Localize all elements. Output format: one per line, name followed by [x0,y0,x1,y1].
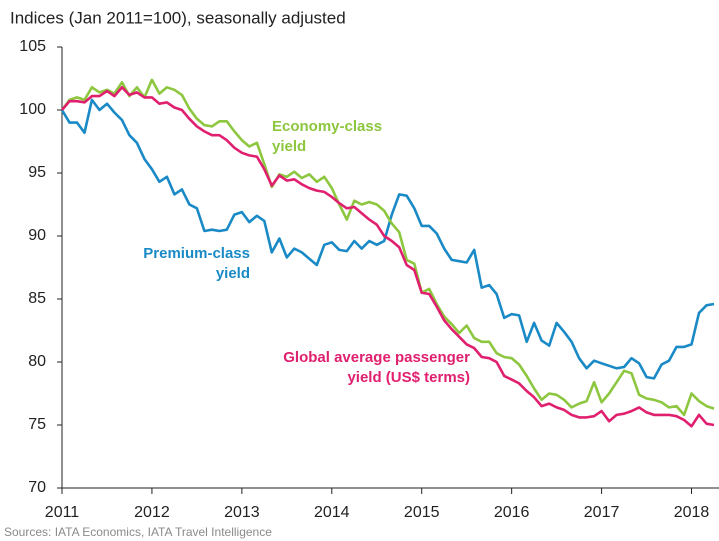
y-tick-label: 85 [28,290,46,307]
series-label: Global average passenger [283,349,470,366]
y-tick-label: 105 [19,38,46,55]
x-tick-label: 2016 [494,504,530,521]
series-label: yield [216,265,250,282]
x-tick-label: 2018 [674,504,710,521]
y-tick-label: 100 [19,101,46,118]
y-tick-label: 70 [28,479,46,496]
y-tick-label: 75 [28,416,46,433]
series-line [60,78,715,417]
series-label: Premium-class [143,245,250,262]
x-tick-label: 2013 [224,504,260,521]
x-tick-label: 2012 [134,504,170,521]
source: Sources: IATA Economics, IATA Travel Int… [4,525,272,539]
y-tick-label: 80 [28,353,46,370]
y-tick-label: 95 [28,164,46,181]
series-label: yield [272,138,306,155]
series-line [60,98,715,380]
chart-title: Indices (Jan 2011=100), seasonally adjus… [10,8,346,27]
y-tick-label: 90 [28,227,46,244]
series-line [61,86,715,428]
x-tick-label: 2011 [45,504,80,521]
x-tick-label: 2017 [584,504,620,521]
x-tick-label: 2015 [404,504,440,521]
series-label: yield (US$ terms) [347,369,470,386]
series-label: Economy-class [272,118,382,135]
x-tick-label: 2014 [314,504,350,521]
